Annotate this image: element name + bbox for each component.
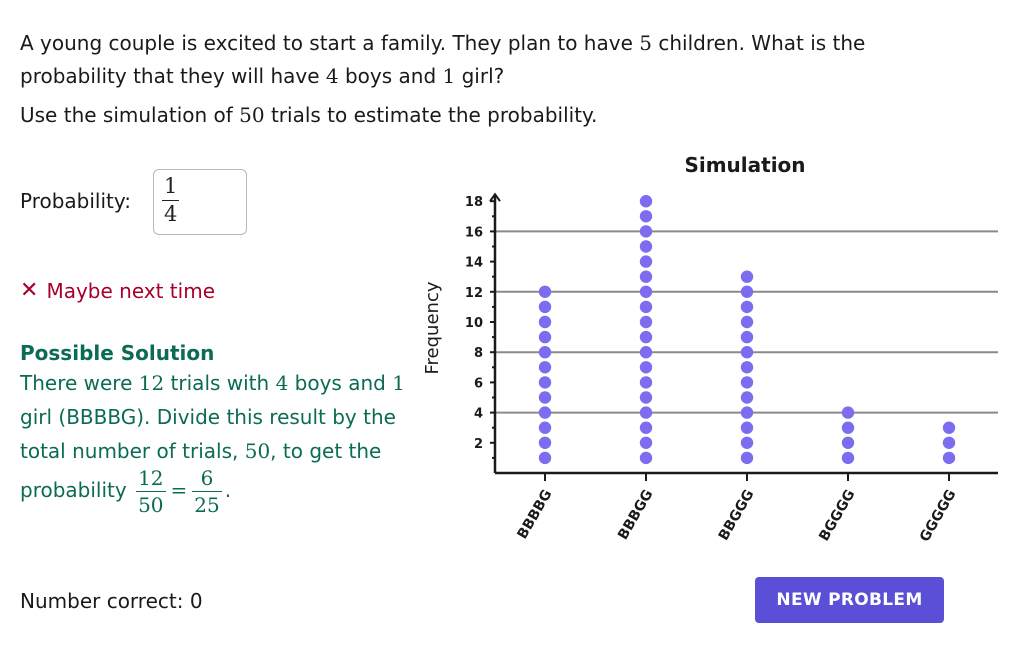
dot-bbbgg [639, 330, 653, 344]
dot-plot [538, 195, 956, 465]
feedback-text: Maybe next time [46, 279, 215, 303]
y-tick-label: 4 [474, 407, 483, 422]
dot-bbbgg [639, 406, 653, 419]
simulation-chart: Simulation Frequency 2 4 6 8 10 12 14 16 18 BBBB… [422, 153, 998, 545]
dot-bbggg [740, 315, 754, 329]
y-tick-label: 6 [474, 376, 483, 391]
dot-bbbgg [639, 210, 653, 223]
y-tick-label: 16 [465, 225, 483, 240]
dot-ggggg [942, 421, 956, 434]
x-tick-labels: BBBBG BBBGG BBGGG BGGGG GGGGG [515, 487, 960, 545]
dot-bbbgg [639, 255, 653, 268]
dot-bbbbg [538, 391, 552, 404]
score-display: Number correct: 0 [20, 589, 203, 613]
new-problem-button[interactable]: NEW PROBLEM [755, 577, 944, 623]
dot-bbbbg [538, 285, 552, 298]
dot-bbbbg [538, 406, 552, 419]
chart-title: Simulation [684, 153, 805, 177]
y-tick-label: 14 [465, 256, 483, 271]
dot-bbggg [740, 330, 754, 344]
score-label: Number correct: [20, 589, 184, 613]
probability-label: Probability: [20, 189, 132, 213]
dot-bgggg [841, 421, 855, 434]
x-tick-label-bbggg: BBGGG [716, 487, 758, 543]
dot-bbbgg [639, 436, 653, 449]
dot-ggggg [942, 451, 956, 465]
x-tick-label-bgggg: BGGGG [816, 487, 858, 544]
dot-bbbgg [639, 346, 653, 359]
dot-bbbbg [538, 421, 552, 434]
dot-bbbbg [538, 436, 552, 449]
instruction-text: Use the simulation of 50 trials to estim… [20, 103, 598, 127]
y-tick-label: 10 [465, 316, 483, 331]
solution-fraction-2: 6 25 [192, 466, 222, 517]
y-tick-label: 2 [474, 437, 483, 452]
dot-bgggg [841, 451, 855, 465]
dot-bbbbg [538, 361, 552, 374]
solution-title: Possible Solution [20, 341, 215, 365]
dot-bbggg [740, 270, 754, 283]
dot-bbbgg [639, 315, 653, 329]
dot-bbbgg [639, 300, 653, 314]
dot-bbbgg [639, 240, 653, 253]
question-text: A young couple is excited to start a fam… [20, 31, 866, 88]
dot-bbggg [740, 436, 754, 449]
dot-bgggg [841, 406, 855, 419]
dot-bbggg [740, 376, 754, 389]
dot-ggggg [942, 436, 956, 449]
dot-bbggg [740, 406, 754, 419]
answer-denominator: 4 [162, 200, 180, 226]
solution-text: There were 12 trials with 4 boys and 1 g… [20, 371, 405, 517]
y-tick-label: 12 [465, 286, 483, 301]
x-tick-label-ggggg: GGGGG [917, 487, 960, 545]
probability-input[interactable]: 1 4 [153, 169, 247, 235]
dot-bbggg [740, 451, 754, 465]
y-axis-arrow [489, 192, 501, 202]
answer-fraction: 1 4 [162, 174, 180, 226]
dot-bbbbg [538, 346, 552, 359]
x-tick-label-bbbbg: BBBBG [515, 487, 556, 542]
dot-bbggg [740, 361, 754, 374]
dot-bbbgg [639, 225, 653, 238]
y-axis-label: Frequency [422, 281, 443, 374]
dot-bbbgg [639, 451, 653, 465]
dot-bbbgg [639, 421, 653, 434]
score-value: 0 [189, 589, 203, 613]
x-tick-label-bbbgg: BBBGG [615, 487, 656, 543]
dot-bbbgg [639, 376, 653, 389]
dot-bbbbg [538, 376, 552, 389]
y-tick-label: 18 [465, 195, 483, 210]
dot-bbbbg [538, 330, 552, 344]
dot-bgggg [841, 436, 855, 449]
feedback-message: ✕ Maybe next time [20, 279, 215, 303]
dot-bbggg [740, 346, 754, 359]
dot-bbggg [740, 285, 754, 298]
dot-bbggg [740, 421, 754, 434]
dot-bbbbg [538, 315, 552, 329]
dot-bbbgg [639, 391, 653, 404]
dot-bbggg [740, 391, 754, 404]
close-icon: ✕ [20, 278, 39, 303]
axes: 2 4 6 8 10 12 14 16 18 [465, 192, 998, 481]
solution-fraction-1: 12 50 [136, 466, 166, 517]
y-tick-label: 8 [474, 346, 483, 361]
dot-bbbgg [639, 195, 653, 208]
dot-bbbbg [538, 451, 552, 465]
dot-bbbgg [639, 361, 653, 374]
answer-numerator: 1 [164, 174, 178, 198]
dot-bbbgg [639, 285, 653, 298]
dot-bbggg [740, 300, 754, 314]
dot-bbbgg [639, 270, 653, 283]
dot-bbbbg [538, 300, 552, 314]
